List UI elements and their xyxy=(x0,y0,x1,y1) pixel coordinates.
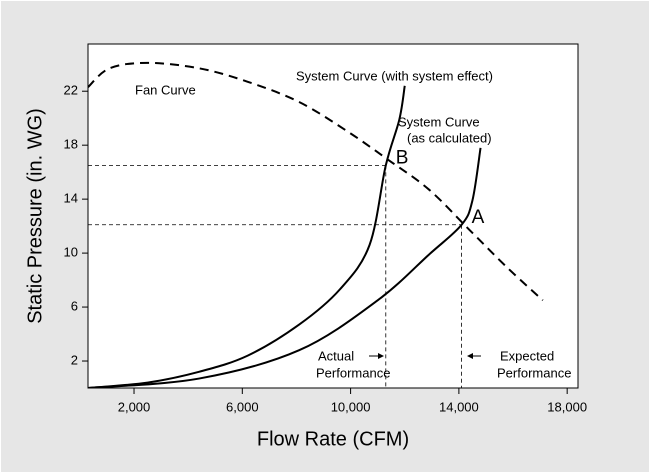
annotation: Performance xyxy=(497,365,571,380)
y-tick-label: 6 xyxy=(71,298,78,313)
y-tick-label: 2 xyxy=(71,352,78,367)
x-tick-label: 2,000 xyxy=(118,399,151,414)
y-axis-title: Static Pressure (in. WG) xyxy=(24,108,46,324)
x-tick-label: 10,000 xyxy=(331,399,371,414)
system-curve xyxy=(88,85,406,388)
annotation: System Curve (with system effect) xyxy=(296,68,493,83)
annotation: Actual xyxy=(318,348,354,363)
x-axis-title: Flow Rate (CFM) xyxy=(257,428,409,450)
plot-content xyxy=(88,61,544,388)
y-tick-label: 10 xyxy=(64,245,78,260)
fan-curve xyxy=(88,61,544,302)
plot-area xyxy=(87,43,579,389)
annotation: Fan Curve xyxy=(135,82,196,97)
operating-point-label: B xyxy=(396,147,409,168)
arrow-actual xyxy=(369,353,384,359)
operating-point-label: A xyxy=(472,207,485,228)
x-tick-label: 14,000 xyxy=(439,399,479,414)
y-tick-label: 22 xyxy=(64,83,78,98)
x-tick-label: 18,000 xyxy=(547,399,587,414)
annotation: System Curve xyxy=(398,114,480,129)
x-tick-label: 6,000 xyxy=(226,399,259,414)
y-tick-label: 14 xyxy=(64,191,78,206)
y-tick-label: 18 xyxy=(64,137,78,152)
annotation: Expected xyxy=(500,348,554,363)
arrow-expected xyxy=(467,353,481,359)
annotation: Performance xyxy=(316,365,390,380)
system-curve xyxy=(88,147,482,388)
annotation: (as calculated) xyxy=(407,130,492,145)
